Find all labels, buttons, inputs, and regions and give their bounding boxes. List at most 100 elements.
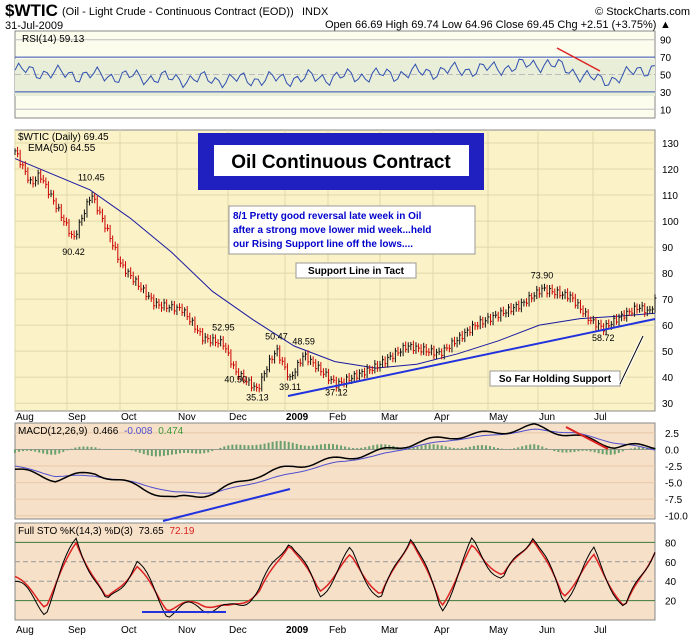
month-label: 2009 bbox=[286, 412, 309, 423]
watermark: © StockCharts.com bbox=[595, 6, 690, 18]
macd-legend: MACD(12,26,9) 0.466 -0.008 0.474 bbox=[18, 426, 184, 437]
sto-k-line bbox=[14, 536, 656, 618]
price-label: 52.95 bbox=[212, 322, 235, 332]
sto-axis: 80 60 40 20 bbox=[665, 538, 677, 607]
month-label: Oct bbox=[121, 625, 137, 636]
macd-divergence-line bbox=[565, 426, 609, 450]
macd-tick-label: 0.0 bbox=[665, 445, 679, 456]
price-label: 35.13 bbox=[246, 393, 269, 403]
month-label: Jun bbox=[539, 625, 555, 636]
sto-x-axis: Aug Sep Oct Nov Dec 2009 Feb Mar Apr May Jun Jul bbox=[16, 625, 607, 636]
note-box bbox=[228, 205, 476, 255]
support-label: Support Line in Tact bbox=[308, 266, 405, 277]
sto-tick-label: 80 bbox=[665, 538, 677, 549]
rsi-tick-label: 70 bbox=[660, 53, 672, 64]
title-box-text: Oil Continuous Contract bbox=[231, 152, 451, 173]
sto-legend-k: 73.65 bbox=[139, 526, 164, 537]
macd-gridlines bbox=[15, 432, 655, 517]
macd-tick-label: -5.0 bbox=[665, 479, 683, 490]
rsi-divergence-line bbox=[556, 47, 601, 72]
month-label: Nov bbox=[178, 625, 196, 636]
price-label: 37.12 bbox=[325, 387, 348, 397]
price-tick-label: 70 bbox=[662, 295, 674, 306]
support-line bbox=[287, 318, 656, 397]
month-label: Apr bbox=[434, 412, 450, 423]
date-label: 31-Jul-2009 bbox=[5, 20, 63, 32]
ema-legend: EMA(50) 64.55 bbox=[28, 143, 96, 154]
month-label: Dec bbox=[229, 625, 247, 636]
exchange-label: INDX bbox=[302, 6, 329, 18]
rsi-tick-label: 30 bbox=[660, 88, 672, 99]
macd-legend-signal: -0.008 bbox=[124, 426, 153, 437]
price-tick-label: 110 bbox=[662, 191, 678, 202]
macd-legend-hist: 0.474 bbox=[158, 426, 183, 437]
month-label: Sep bbox=[68, 625, 86, 636]
ema50-line bbox=[14, 158, 656, 369]
price-label: 58.72 bbox=[592, 333, 615, 343]
macd-tick-label: -7.5 bbox=[665, 495, 683, 506]
price-bars bbox=[14, 146, 657, 393]
price-x-axis: Aug Sep Oct Nov Dec 2009 Feb Mar Apr May Jun Jul bbox=[16, 412, 607, 423]
sto-panel bbox=[14, 522, 656, 621]
price-label: 39.11 bbox=[279, 382, 301, 392]
price-legend: $WTIC (Daily) 69.45 bbox=[18, 132, 109, 143]
quote-label: Open 66.69 High 69.74 Low 64.96 Close 69… bbox=[325, 19, 656, 31]
holding-label-box bbox=[489, 370, 621, 387]
macd-tick-label: 2.5 bbox=[665, 429, 679, 440]
month-label: Mar bbox=[381, 412, 399, 423]
price-label: 110.45 bbox=[78, 173, 105, 183]
sto-tick-label: 20 bbox=[665, 597, 677, 608]
month-label: May bbox=[489, 412, 508, 423]
month-label: Dec bbox=[229, 412, 247, 423]
macd-panel bbox=[14, 422, 656, 520]
price-tick-label: 30 bbox=[662, 399, 674, 410]
macd-axis: 2.5 0.0 -2.5 -5.0 -7.5 -10.0 bbox=[665, 429, 688, 523]
price-tick-label: 50 bbox=[662, 347, 674, 358]
month-label: Feb bbox=[329, 412, 347, 423]
sto-legend: Full STO %K(14,3) %D(3) 73.65 72.19 bbox=[18, 526, 195, 537]
macd-legend-value: 0.466 bbox=[93, 426, 118, 437]
macd-tick-label: -10.0 bbox=[665, 512, 688, 523]
symbol-label: $WTIC bbox=[5, 1, 58, 20]
sto-tick-label: 60 bbox=[665, 558, 677, 569]
sto-legend-name: Full STO %K(14,3) %D(3) bbox=[18, 526, 133, 537]
macd-legend-name: MACD(12,26,9) bbox=[18, 426, 87, 437]
price-labels: 110.45 90.42 52.95 40.50 35.13 50.47 48.59 39.1… bbox=[62, 173, 614, 403]
month-label: Apr bbox=[434, 625, 450, 636]
month-label: Aug bbox=[16, 412, 34, 423]
month-label: Jul bbox=[594, 625, 607, 636]
rsi-tick-label: 10 bbox=[660, 105, 672, 116]
support-label-box bbox=[295, 262, 417, 279]
rsi-legend: RSI(14) 59.13 bbox=[22, 34, 85, 45]
change-arrow-icon: ▲ bbox=[660, 19, 671, 31]
price-label: 48.59 bbox=[292, 337, 315, 347]
price-label: 50.47 bbox=[265, 331, 288, 341]
rsi-series-line bbox=[14, 58, 656, 89]
month-label: Jul bbox=[594, 412, 607, 423]
month-label: Nov bbox=[178, 412, 196, 423]
price-label: 40.50 bbox=[224, 374, 247, 384]
price-tick-label: 40 bbox=[662, 373, 674, 384]
sto-tick-label: 40 bbox=[665, 577, 677, 588]
macd-line bbox=[14, 423, 656, 498]
month-label: Sep bbox=[68, 412, 86, 423]
month-label: Mar bbox=[381, 625, 399, 636]
price-tick-label: 100 bbox=[662, 217, 679, 228]
note-line-2: after a strong move lower mid week...hel… bbox=[233, 225, 431, 236]
month-label: Jun bbox=[539, 412, 555, 423]
sto-d-line bbox=[14, 539, 656, 612]
macd-support-line bbox=[162, 488, 291, 522]
rsi-tick-label: 90 bbox=[660, 36, 672, 47]
rsi-axis: 90 70 50 30 10 bbox=[660, 36, 672, 117]
note-line-3: our Rising Support line off the lows.... bbox=[233, 239, 413, 250]
sto-legend-d: 72.19 bbox=[169, 526, 194, 537]
macd-tick-label: -2.5 bbox=[665, 462, 683, 473]
price-tick-label: 60 bbox=[662, 321, 674, 332]
rsi-band bbox=[15, 59, 655, 96]
price-tick-label: 90 bbox=[662, 243, 674, 254]
title-box-inner bbox=[214, 145, 469, 176]
holding-arrow bbox=[619, 335, 644, 385]
month-label: Oct bbox=[121, 412, 137, 423]
note-line-1: 8/1 Pretty good reversal late week in Oi… bbox=[233, 211, 422, 222]
